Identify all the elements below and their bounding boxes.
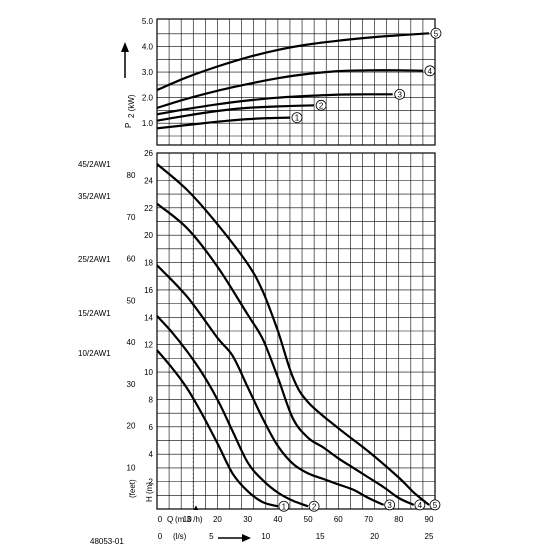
q-axis-letter: Q	[167, 515, 173, 524]
power-y-tick: 4.0	[142, 43, 154, 52]
power-axis-label-sub: 2 (kW)	[127, 94, 136, 118]
model-label-15: 15/2AW1	[78, 309, 111, 318]
power-axis-label-main: P	[124, 123, 133, 128]
head-y-tick-m: 10	[144, 368, 153, 377]
head-axis-label-m: (m)	[145, 482, 154, 494]
power-panel-grid	[156, 18, 436, 146]
curve-power-4	[156, 69, 423, 109]
curve-label-circle	[414, 499, 426, 511]
power-y-tick: 2.0	[142, 94, 154, 103]
x-tick-m3h: 90	[425, 515, 434, 524]
x-tick-ls: 15	[316, 532, 325, 541]
curve-head-2	[156, 315, 309, 508]
power-y-tick: 3.0	[142, 68, 154, 77]
curve-label-power-5: 5	[434, 29, 439, 38]
x-tick-m3h: 0	[158, 515, 163, 524]
curve-label-circle	[384, 499, 396, 511]
model-label-10: 10/2AW1	[78, 349, 111, 358]
x-tick-m3h: 20	[213, 515, 222, 524]
head-y-tick-m: 22	[144, 204, 153, 213]
model-label-35: 35/2AW1	[78, 192, 111, 201]
axis-ticks: 5.04.03.02.01.02624222018161412108642807…	[127, 17, 434, 541]
x-tick-m3h: 50	[304, 515, 313, 524]
head-y-tick-ft: 60	[127, 255, 136, 264]
curve-label-head-1: 1	[282, 502, 287, 511]
x-tick-m3h: 60	[334, 515, 343, 524]
operating-point-marker: ▲	[192, 503, 200, 512]
curve-power-1	[156, 116, 291, 130]
curve-label-power-3: 3	[397, 90, 402, 99]
x-tick-m3h: 70	[364, 515, 373, 524]
model-label-25: 25/2AW1	[78, 255, 111, 264]
x-tick-ls: 5	[209, 532, 214, 541]
power-panel-frame	[156, 18, 436, 146]
head-y-tick-ft: 80	[127, 171, 136, 180]
curve-label-circle	[291, 112, 303, 123]
curve-label-circle	[429, 499, 441, 511]
head-y-tick-m: 16	[144, 286, 153, 295]
head-axis-label-feet: (feet)	[128, 479, 137, 498]
head-y-tick-m: 12	[144, 341, 153, 350]
x-tick-m3h: 30	[243, 515, 252, 524]
head-panel-grid	[156, 152, 436, 510]
head-axis-label-h: H	[145, 496, 154, 502]
x-tick-m3h: 80	[394, 515, 403, 524]
head-y-tick-m: 20	[144, 231, 153, 240]
head-y-tick-m: 14	[144, 313, 153, 322]
x-tick-m3h: 40	[273, 515, 282, 524]
curve-label-head-5: 5	[433, 501, 438, 510]
curve-label-circle	[308, 500, 320, 512]
curve-label-circle	[278, 500, 290, 512]
curve-label-circle	[424, 65, 436, 77]
curve-label-head-4: 4	[418, 501, 423, 510]
head-y-tick-ft: 40	[127, 338, 136, 347]
q-axis-arrow	[218, 534, 251, 542]
curve-head-3	[156, 264, 385, 506]
head-y-tick-ft: 30	[127, 380, 136, 389]
curve-label-power-4: 4	[428, 67, 433, 76]
model-label-45: 45/2AW1	[78, 160, 111, 169]
model-labels: 45/2AW1 35/2AW1 25/2AW1 15/2AW1 10/2AW1	[78, 160, 111, 358]
x-tick-ls: 25	[425, 532, 434, 541]
x-tick-ls: 0	[158, 532, 163, 541]
x-tick-m3h: 10	[183, 515, 192, 524]
head-y-tick-m: 18	[144, 259, 153, 268]
curve-power-3	[156, 93, 393, 116]
head-y-tick-ft: 20	[127, 422, 136, 431]
curve-label-circle	[315, 99, 327, 111]
curve-label-circle	[394, 88, 406, 100]
curve-label-circle	[430, 27, 442, 39]
curve-power-5	[156, 32, 430, 92]
head-y-tick-m: 6	[149, 423, 154, 432]
curve-power-2	[156, 104, 315, 122]
head-y-tick-m: 24	[144, 176, 153, 185]
head-y-tick-m: 2	[149, 478, 154, 487]
curve-label-power-1: 1	[295, 114, 300, 123]
q-axis-unit: (m 3 /h)	[175, 515, 203, 524]
head-y-tick-m: 26	[144, 149, 153, 158]
power-curves: 1 2 3 4 5	[156, 27, 442, 130]
power-y-tick: 1.0	[142, 119, 154, 128]
head-curves: 1 2 3 4 5	[156, 163, 441, 512]
curve-label-head-3: 3	[387, 501, 392, 510]
x-tick-ls: 20	[370, 532, 379, 541]
head-y-tick-m: 4	[149, 450, 154, 459]
head-y-tick-ft: 50	[127, 296, 136, 305]
head-y-tick-m: 8	[149, 395, 154, 404]
curve-head-4	[156, 202, 415, 506]
figure-code: 48053-01	[90, 537, 124, 546]
power-axis-arrow	[121, 42, 129, 78]
head-y-tick-ft: 10	[127, 463, 136, 472]
curve-head-1	[156, 349, 279, 508]
ls-axis-label: (l/s)	[173, 532, 187, 541]
power-y-tick: 5.0	[142, 17, 154, 26]
head-y-tick-ft: 70	[127, 213, 136, 222]
x-tick-ls: 10	[261, 532, 270, 541]
curve-label-head-2: 2	[312, 502, 317, 511]
curve-label-power-2: 2	[319, 101, 324, 110]
curve-head-5	[156, 163, 430, 506]
